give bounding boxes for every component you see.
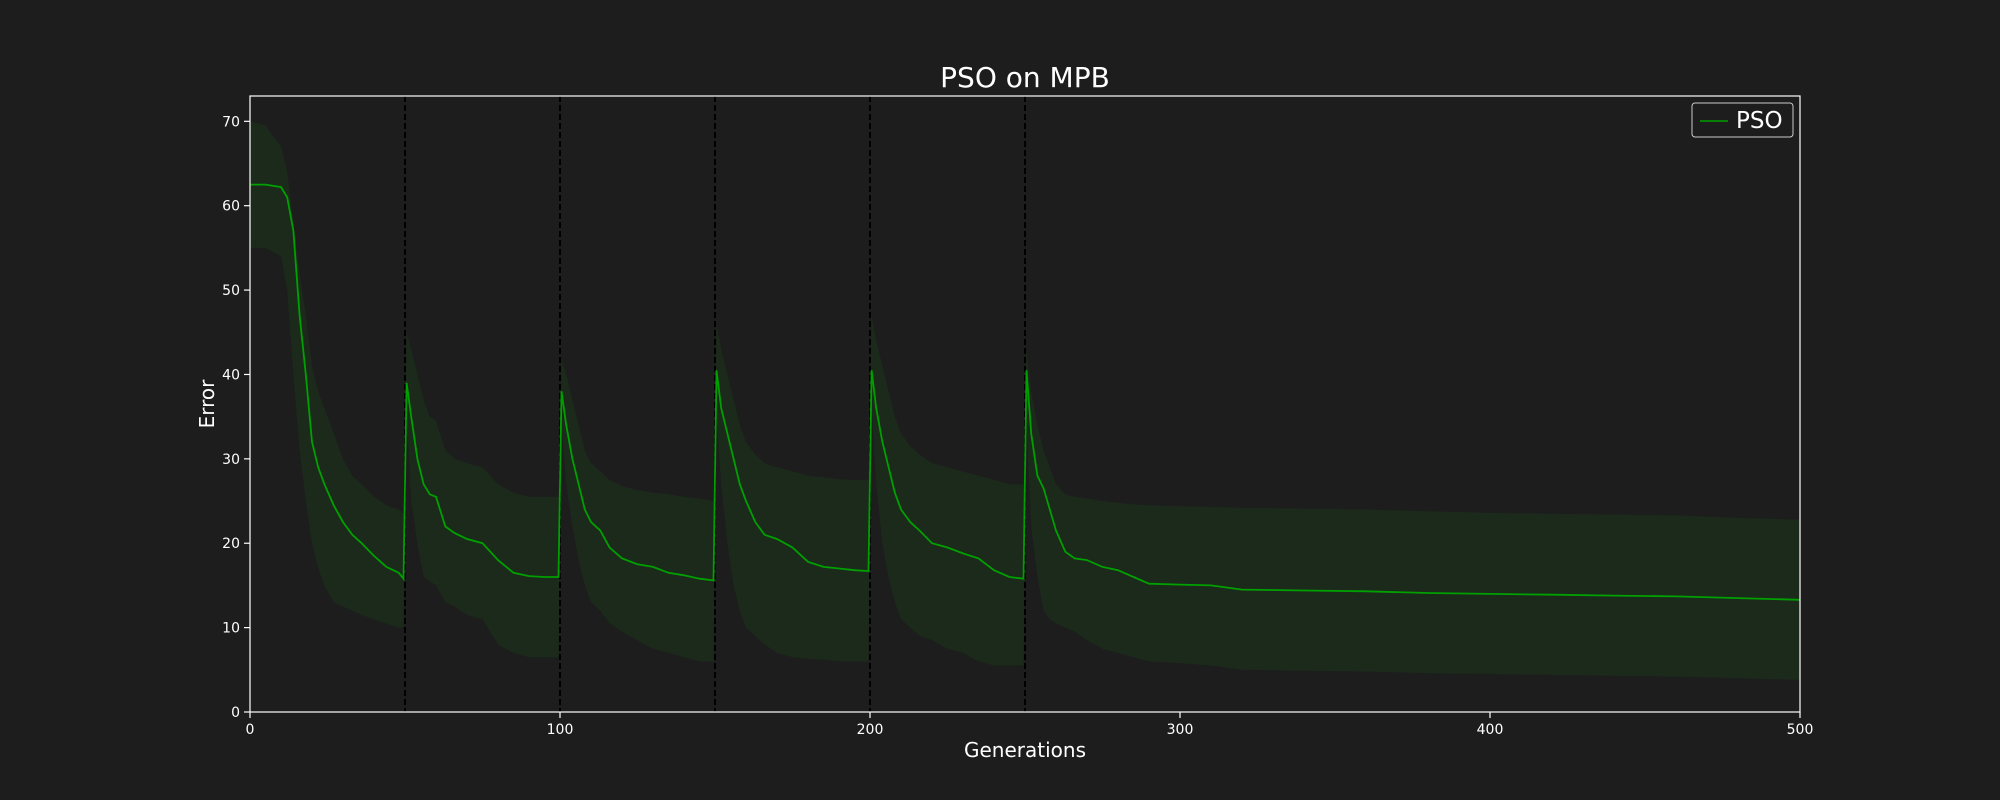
x-tick-label-500: 500 <box>1787 722 1814 738</box>
spread-band <box>250 121 1800 680</box>
y-tick-label-20: 20 <box>222 536 240 552</box>
legend: PSO <box>1691 102 1794 138</box>
series-lines <box>250 183 1801 601</box>
x-tick-label-300: 300 <box>1167 722 1194 738</box>
x-axis-label: Generations <box>964 738 1086 762</box>
y-tick-label-60: 60 <box>222 199 240 215</box>
series-line-pso <box>250 183 1801 601</box>
x-tick-label-100: 100 <box>547 722 574 738</box>
plot-frame <box>249 95 1801 713</box>
x-tick-label-400: 400 <box>1477 722 1504 738</box>
y-axis-ticks: 0 10 20 30 40 50 60 70 <box>222 114 250 721</box>
spread-band-area <box>250 121 1800 680</box>
chart-title: PSO on MPB <box>940 61 1110 94</box>
y-tick-label-30: 30 <box>222 452 240 468</box>
legend-box <box>1691 102 1794 138</box>
x-axis-ticks: 0 100 200 300 400 500 <box>246 712 1814 738</box>
x-tick-label-0: 0 <box>246 722 255 738</box>
y-tick-label-50: 50 <box>222 283 240 299</box>
change-point-lines <box>404 96 1026 712</box>
y-tick-label-70: 70 <box>222 114 240 130</box>
y-tick-label-0: 0 <box>231 705 240 721</box>
y-tick-label-40: 40 <box>222 367 240 383</box>
y-tick-label-10: 10 <box>222 621 240 637</box>
y-axis-label: Error <box>195 379 219 429</box>
legend-label-pso: PSO <box>1736 108 1783 134</box>
x-tick-label-200: 200 <box>857 722 884 738</box>
